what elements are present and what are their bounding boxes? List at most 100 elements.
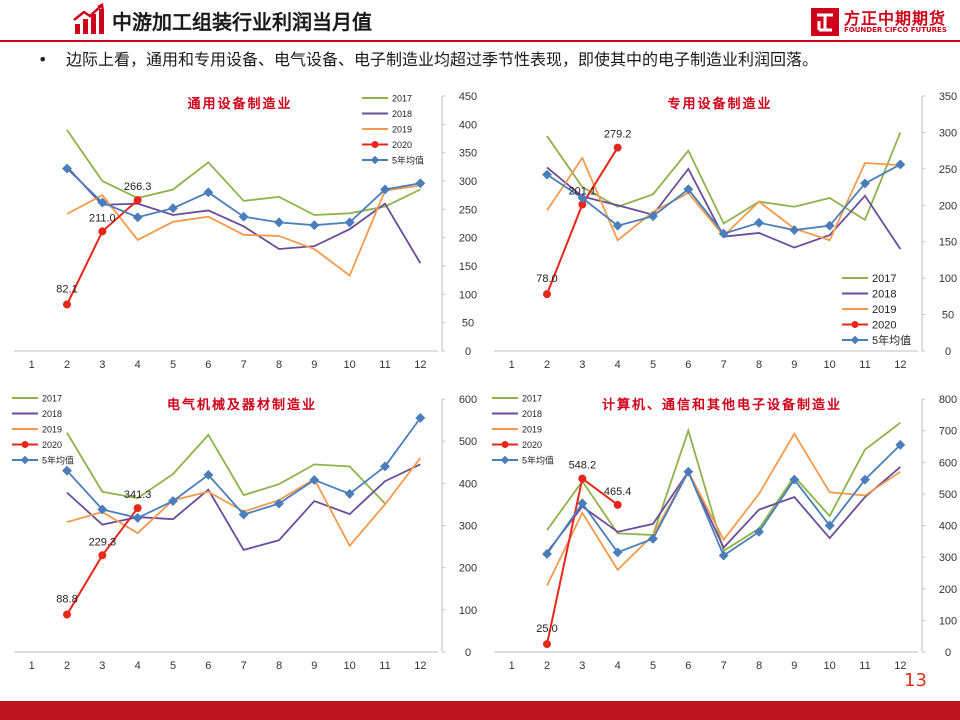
series-line-2019 bbox=[546, 156, 901, 242]
y-tick-label: 600 bbox=[459, 394, 477, 406]
avg-marker bbox=[309, 475, 320, 485]
x-tick-label: 12 bbox=[414, 660, 426, 672]
avg-marker bbox=[203, 187, 214, 198]
avg-marker bbox=[132, 212, 143, 223]
x-tick-label: 7 bbox=[721, 359, 727, 370]
marker-2020 bbox=[578, 200, 587, 209]
chart-title: 计算机、通信和其他电子设备制造业 bbox=[602, 397, 842, 413]
marker-2020 bbox=[543, 290, 551, 299]
x-tick-label: 7 bbox=[241, 359, 247, 370]
summary-text: 边际上看，通用和专用设备、电气设备、电子制造业均超过季节性表现，即使其中的电子制… bbox=[66, 50, 819, 69]
x-tick-label: 11 bbox=[859, 660, 870, 672]
avg-marker bbox=[683, 466, 694, 477]
chart-electrical-machinery: 1 2 3 4 5 6 7 8 9 10 11 120100200300400500600电气机械及器… bbox=[12, 394, 477, 672]
x-tick-label: 7 bbox=[241, 660, 247, 672]
x-tick-label: 9 bbox=[791, 359, 797, 370]
x-tick-label: 3 bbox=[99, 359, 105, 370]
brand-emblem-icon bbox=[811, 8, 839, 36]
legend-label: 2018 bbox=[872, 289, 896, 301]
y-tick-label: 300 bbox=[459, 176, 477, 188]
page-title: 中游加工组装行业利润当月值 bbox=[112, 10, 372, 34]
x-tick-label: 2 bbox=[544, 660, 550, 672]
legend-label: 2017 bbox=[872, 273, 896, 285]
y-tick-label: 200 bbox=[939, 584, 957, 596]
x-tick-label: 5 bbox=[650, 359, 656, 370]
legend-marker bbox=[20, 455, 30, 465]
legend-label: 2020 bbox=[392, 140, 412, 150]
y-tick-label: 500 bbox=[939, 489, 957, 501]
x-tick-label: 10 bbox=[824, 359, 836, 370]
data-label-2020: 279.2 bbox=[604, 129, 632, 141]
y-tick-label: 0 bbox=[465, 647, 471, 659]
legend-label: 2020 bbox=[872, 320, 896, 332]
x-tick-label: 8 bbox=[756, 660, 762, 672]
avg-marker bbox=[895, 159, 906, 170]
chart-electronics: 1 2 3 4 5 6 7 8 9 10 11 120100200300400500600700800… bbox=[492, 394, 957, 672]
x-tick-label: 11 bbox=[859, 359, 870, 370]
series-line-2018 bbox=[66, 166, 422, 264]
x-tick-label: 9 bbox=[311, 359, 317, 370]
marker-2020 bbox=[63, 300, 71, 309]
x-tick-label: 4 bbox=[135, 359, 141, 370]
x-tick-label: 8 bbox=[756, 359, 762, 370]
y-tick-label: 350 bbox=[939, 91, 957, 103]
x-tick-label: 6 bbox=[205, 660, 211, 672]
avg-marker bbox=[824, 220, 835, 231]
page-number: 13 bbox=[904, 670, 927, 691]
x-tick-label: 12 bbox=[414, 359, 426, 370]
marker-2020 bbox=[543, 640, 551, 649]
y-tick-label: 200 bbox=[459, 563, 477, 575]
legend-label: 2017 bbox=[392, 94, 412, 104]
marker-2020 bbox=[613, 500, 622, 509]
avg-marker bbox=[542, 169, 552, 180]
marker-2020 bbox=[133, 504, 142, 513]
x-tick-label: 8 bbox=[276, 660, 282, 672]
marker-2020 bbox=[98, 227, 107, 236]
data-label-2020: 82.1 bbox=[56, 283, 77, 295]
x-tick-label: 3 bbox=[579, 359, 585, 370]
legend-marker bbox=[850, 335, 860, 345]
legend-label: 5年均值 bbox=[42, 455, 74, 466]
marker-2020 bbox=[133, 196, 142, 205]
legend-marker bbox=[851, 321, 859, 328]
series-line-2019 bbox=[66, 184, 421, 278]
y-tick-label: 250 bbox=[939, 164, 957, 176]
legend-label: 2020 bbox=[522, 440, 542, 450]
chart-general-equipment: 1 2 3 4 5 6 7 8 9 10 11 120501001502002503003504004… bbox=[14, 91, 477, 370]
series-line-2018 bbox=[66, 463, 421, 552]
x-tick-label: 10 bbox=[824, 660, 836, 672]
y-tick-label: 50 bbox=[462, 318, 474, 330]
avg-marker bbox=[824, 520, 835, 531]
y-tick-label: 300 bbox=[459, 521, 477, 533]
avg-marker bbox=[344, 217, 355, 228]
avg-marker bbox=[718, 550, 729, 561]
data-label-2020: 548.2 bbox=[569, 460, 597, 472]
x-tick-label: 4 bbox=[615, 660, 621, 672]
x-tick-label: 9 bbox=[791, 660, 797, 672]
data-label-2020: 465.4 bbox=[604, 486, 632, 498]
legend-label: 2019 bbox=[392, 125, 412, 135]
series-line-2017 bbox=[546, 132, 902, 225]
x-tick-label: 10 bbox=[344, 660, 356, 672]
chart-title: 通用设备制造业 bbox=[187, 96, 292, 112]
x-tick-label: 12 bbox=[894, 660, 906, 672]
x-tick-label: 5 bbox=[170, 359, 176, 370]
legend-marker bbox=[371, 141, 379, 148]
brand-logo: 方正中期期货 FOUNDER CIFCO FUTURES bbox=[808, 5, 958, 39]
data-label-2020: 341.3 bbox=[124, 489, 152, 501]
legend-label: 2019 bbox=[522, 425, 542, 435]
y-tick-label: 200 bbox=[939, 200, 957, 212]
y-tick-label: 150 bbox=[939, 237, 957, 249]
avg-marker bbox=[789, 225, 800, 236]
x-tick-label: 5 bbox=[650, 660, 656, 672]
x-tick-label: 1 bbox=[509, 660, 515, 672]
y-tick-label: 100 bbox=[939, 615, 957, 627]
legend-marker bbox=[370, 155, 380, 165]
x-tick-label: 11 bbox=[379, 359, 390, 370]
avg-marker bbox=[789, 474, 800, 485]
avg-marker bbox=[168, 203, 178, 214]
series-line-2018 bbox=[546, 466, 901, 553]
y-tick-label: 400 bbox=[459, 119, 477, 131]
x-tick-label: 8 bbox=[276, 359, 282, 370]
y-tick-label: 0 bbox=[945, 647, 951, 659]
